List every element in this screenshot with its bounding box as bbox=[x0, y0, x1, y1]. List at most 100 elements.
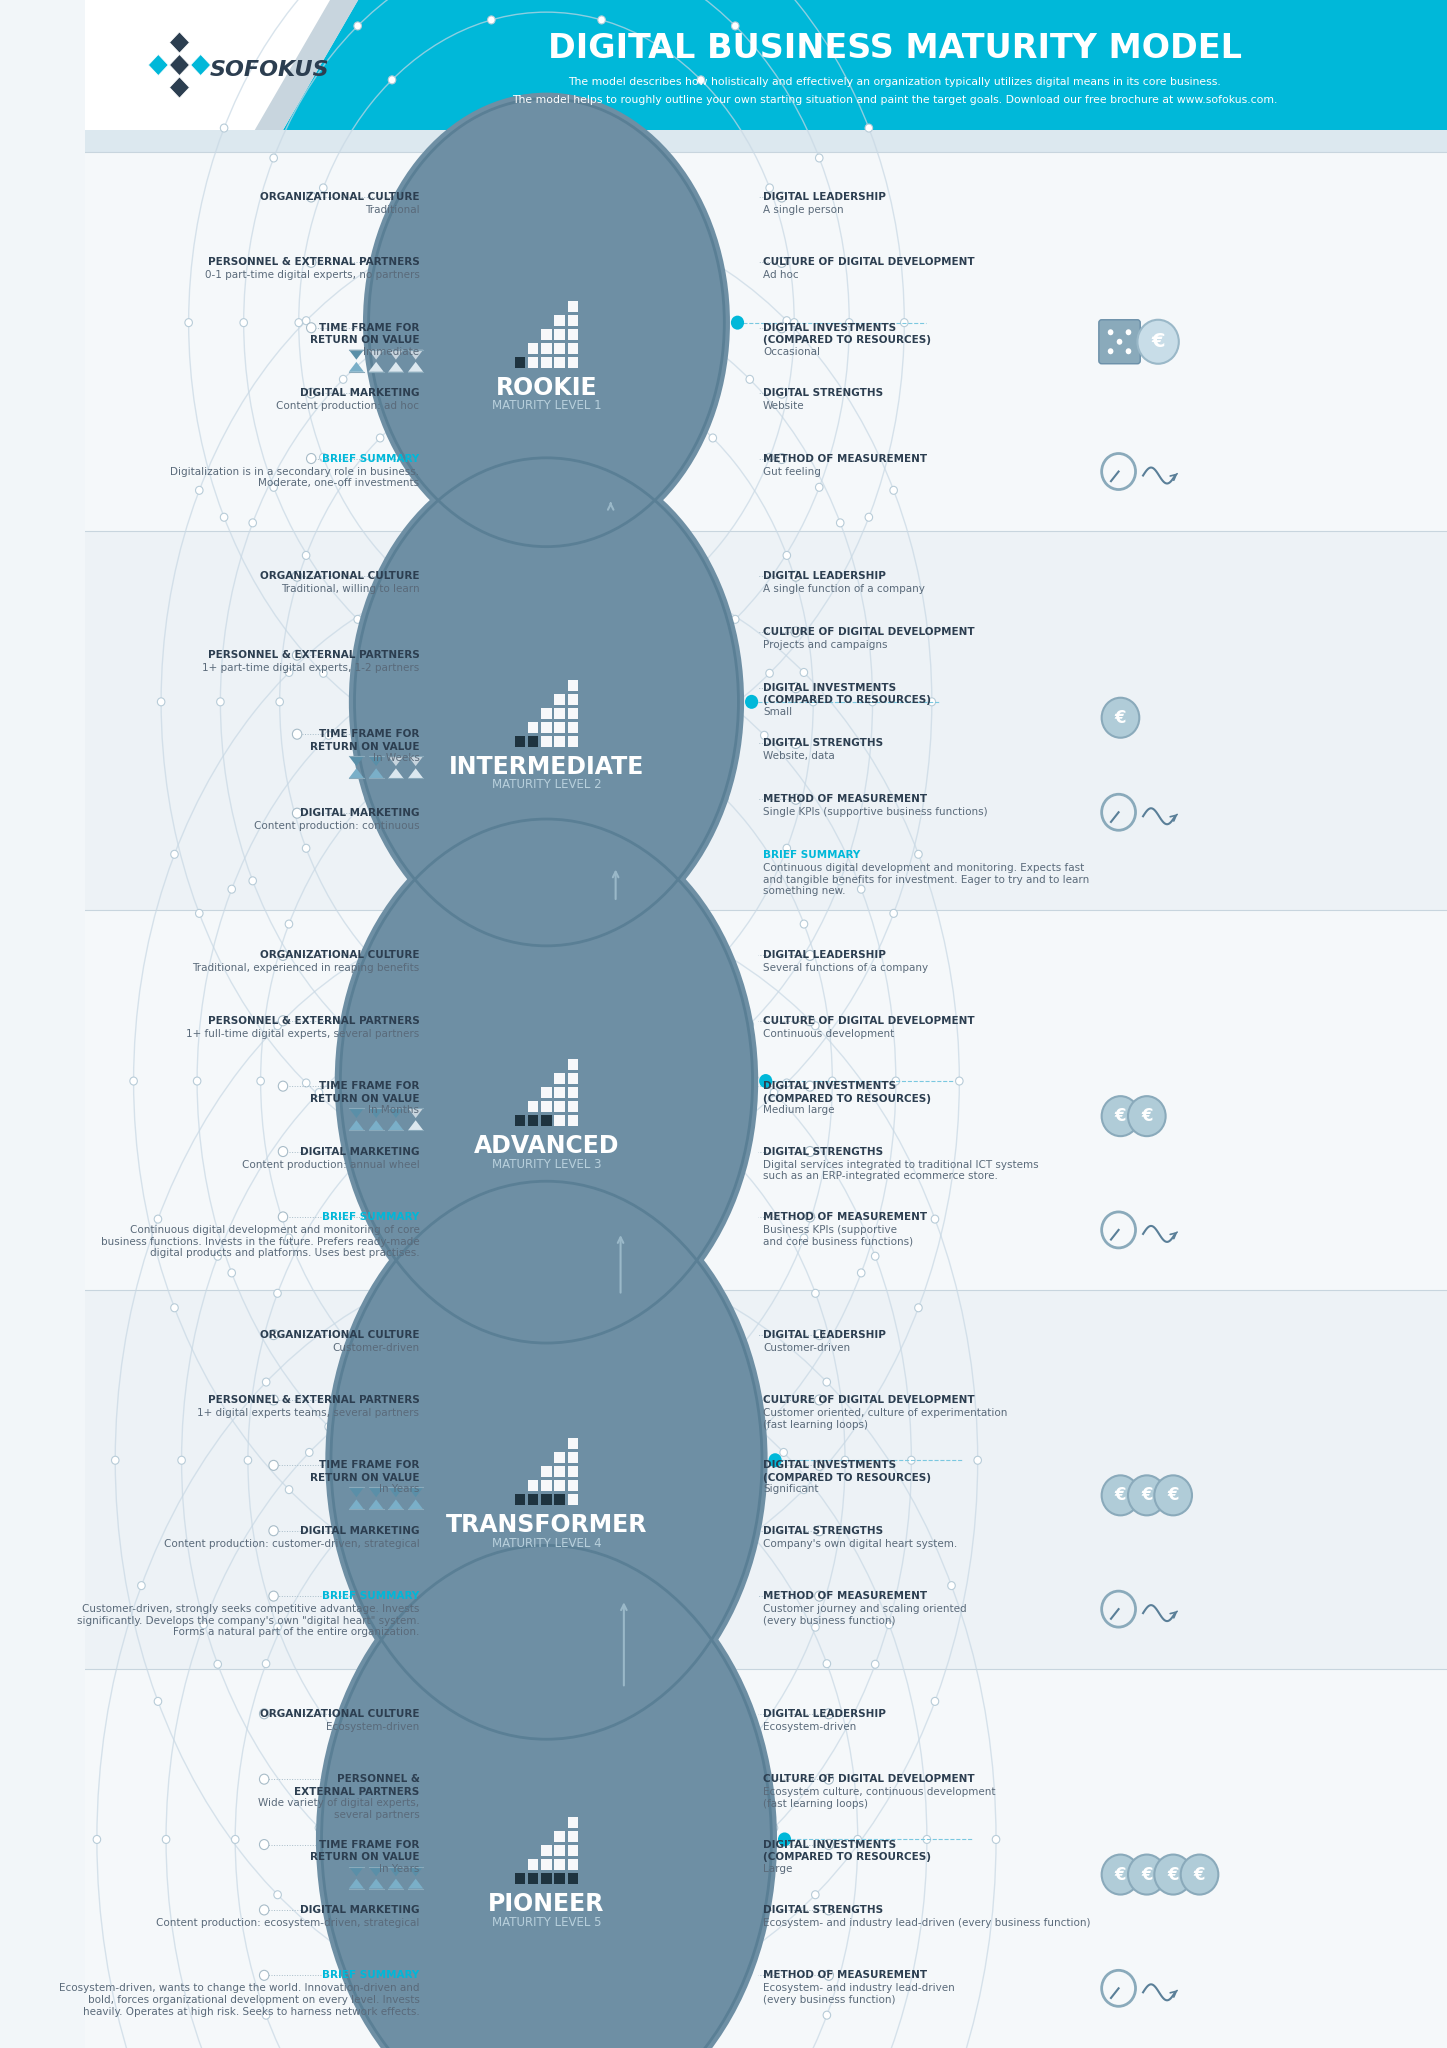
Polygon shape bbox=[408, 1878, 423, 1888]
Text: Ad hoc: Ad hoc bbox=[763, 270, 799, 281]
Bar bbox=[554, 721, 564, 733]
Circle shape bbox=[761, 731, 768, 739]
Text: DIGITAL MARKETING: DIGITAL MARKETING bbox=[300, 1526, 420, 1536]
Text: CULTURE OF DIGITAL DEVELOPMENT: CULTURE OF DIGITAL DEVELOPMENT bbox=[763, 1774, 974, 1784]
Circle shape bbox=[815, 1395, 823, 1405]
Bar bbox=[541, 735, 551, 748]
Ellipse shape bbox=[326, 1176, 767, 1745]
Polygon shape bbox=[408, 1108, 423, 1118]
Polygon shape bbox=[349, 1878, 363, 1888]
Circle shape bbox=[307, 389, 315, 397]
Circle shape bbox=[800, 920, 807, 928]
Circle shape bbox=[868, 698, 877, 707]
Circle shape bbox=[302, 1079, 310, 1087]
Circle shape bbox=[792, 795, 800, 805]
Bar bbox=[554, 342, 564, 354]
Text: Continuous digital development and monitoring of core
business functions. Invest: Continuous digital development and monit… bbox=[101, 1225, 420, 1257]
Circle shape bbox=[598, 16, 605, 25]
Polygon shape bbox=[369, 350, 383, 360]
Text: PIONEER: PIONEER bbox=[488, 1892, 605, 1917]
Text: €: € bbox=[1142, 1866, 1153, 1884]
Circle shape bbox=[276, 698, 284, 707]
Polygon shape bbox=[408, 768, 423, 778]
Text: DIGITAL MARKETING: DIGITAL MARKETING bbox=[300, 1147, 420, 1157]
Circle shape bbox=[829, 1077, 836, 1085]
Polygon shape bbox=[369, 1878, 383, 1888]
Circle shape bbox=[777, 258, 786, 268]
Circle shape bbox=[915, 1305, 922, 1313]
Circle shape bbox=[729, 1757, 737, 1765]
Text: €: € bbox=[1114, 1108, 1126, 1124]
Circle shape bbox=[273, 1290, 281, 1296]
Circle shape bbox=[475, 688, 483, 696]
Circle shape bbox=[365, 1360, 372, 1368]
Text: Ecosystem- and industry lead-driven (every business function): Ecosystem- and industry lead-driven (eve… bbox=[763, 1917, 1091, 1927]
Polygon shape bbox=[349, 362, 363, 373]
Circle shape bbox=[269, 1460, 278, 1470]
Circle shape bbox=[709, 963, 716, 969]
Circle shape bbox=[805, 1016, 815, 1026]
Circle shape bbox=[865, 514, 873, 522]
Circle shape bbox=[624, 997, 631, 1006]
Circle shape bbox=[823, 1774, 833, 1784]
Text: 1+ full-time digital experts, several partners: 1+ full-time digital experts, several pa… bbox=[187, 1028, 420, 1038]
Circle shape bbox=[269, 1329, 278, 1339]
Bar bbox=[541, 1874, 551, 1884]
Bar bbox=[85, 530, 1447, 911]
Bar bbox=[567, 1831, 577, 1843]
Circle shape bbox=[1108, 330, 1113, 336]
Polygon shape bbox=[408, 1866, 423, 1876]
Circle shape bbox=[194, 1077, 201, 1085]
Text: Company's own digital heart system.: Company's own digital heart system. bbox=[763, 1538, 956, 1548]
Circle shape bbox=[285, 1485, 292, 1493]
Bar bbox=[567, 1817, 577, 1829]
Polygon shape bbox=[349, 1108, 363, 1118]
Text: ORGANIZATIONAL CULTURE: ORGANIZATIONAL CULTURE bbox=[260, 1329, 420, 1339]
Bar bbox=[567, 709, 577, 719]
Circle shape bbox=[459, 1354, 466, 1360]
Circle shape bbox=[302, 844, 310, 852]
Circle shape bbox=[1181, 1855, 1218, 1894]
FancyBboxPatch shape bbox=[1098, 319, 1140, 365]
Text: DIGITAL MARKETING: DIGITAL MARKETING bbox=[300, 389, 420, 397]
Circle shape bbox=[295, 319, 302, 326]
Text: PERSONNEL &
EXTERNAL PARTNERS: PERSONNEL & EXTERNAL PARTNERS bbox=[294, 1774, 420, 1796]
Polygon shape bbox=[388, 1120, 404, 1130]
Bar bbox=[554, 1874, 564, 1884]
Circle shape bbox=[278, 950, 288, 961]
Circle shape bbox=[457, 223, 464, 231]
Text: PERSONNEL & EXTERNAL PARTNERS: PERSONNEL & EXTERNAL PARTNERS bbox=[208, 258, 420, 268]
Text: Content production: customer-driven, strategical: Content production: customer-driven, str… bbox=[164, 1538, 420, 1548]
Circle shape bbox=[777, 389, 786, 397]
Text: Continuous digital development and monitoring. Expects fast
and tangible benefit: Continuous digital development and monit… bbox=[763, 862, 1090, 897]
Bar bbox=[567, 356, 577, 369]
Circle shape bbox=[780, 1448, 787, 1456]
Circle shape bbox=[285, 920, 292, 928]
Text: MATURITY LEVEL 1: MATURITY LEVEL 1 bbox=[492, 399, 602, 412]
Bar bbox=[567, 721, 577, 733]
Polygon shape bbox=[349, 1487, 363, 1497]
Circle shape bbox=[285, 1235, 292, 1241]
Circle shape bbox=[721, 1360, 728, 1368]
Text: DIGITAL INVESTMENTS
(COMPARED TO RESOURCES): DIGITAL INVESTMENTS (COMPARED TO RESOURC… bbox=[763, 324, 930, 346]
Circle shape bbox=[229, 885, 236, 893]
Circle shape bbox=[473, 1440, 480, 1448]
Circle shape bbox=[823, 1905, 833, 1915]
Circle shape bbox=[602, 369, 609, 377]
Polygon shape bbox=[169, 33, 190, 53]
Circle shape bbox=[611, 688, 618, 696]
Circle shape bbox=[214, 1251, 221, 1260]
Text: ROOKIE: ROOKIE bbox=[496, 375, 598, 399]
Bar bbox=[541, 1114, 551, 1126]
Circle shape bbox=[93, 1835, 101, 1843]
Circle shape bbox=[1155, 1855, 1192, 1894]
Bar bbox=[528, 342, 538, 354]
Polygon shape bbox=[349, 350, 363, 360]
Circle shape bbox=[729, 1155, 737, 1163]
Text: METHOD OF MEASUREMENT: METHOD OF MEASUREMENT bbox=[763, 1212, 928, 1223]
Polygon shape bbox=[369, 362, 383, 373]
Circle shape bbox=[721, 795, 728, 803]
Circle shape bbox=[747, 375, 754, 383]
Circle shape bbox=[737, 1520, 744, 1528]
Circle shape bbox=[628, 223, 637, 231]
